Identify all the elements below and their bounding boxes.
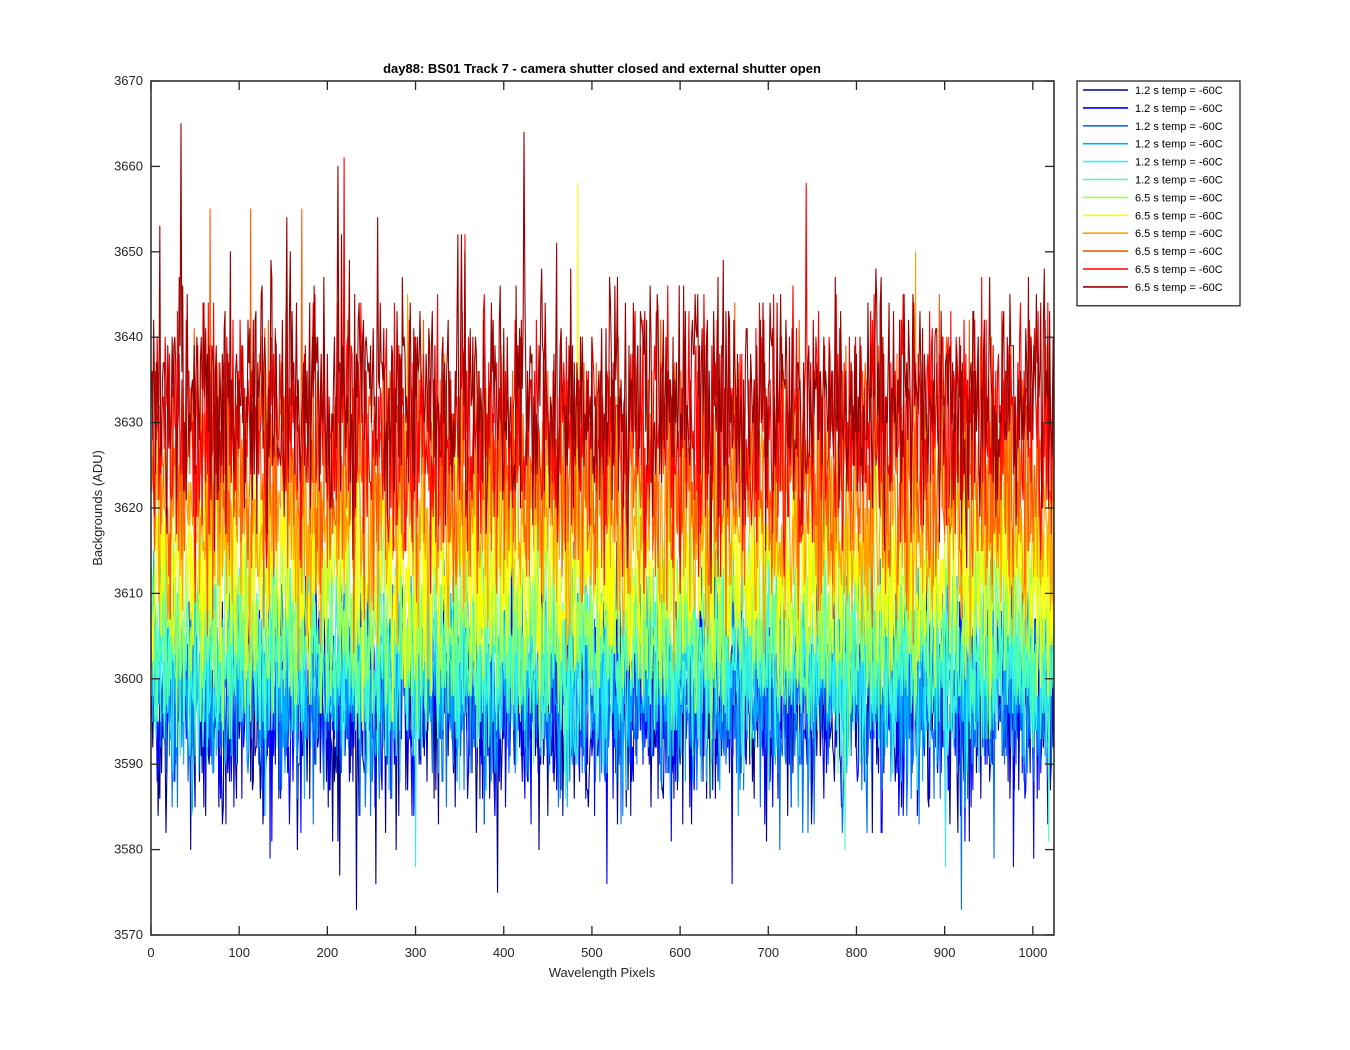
y-tick-label: 3640 xyxy=(114,329,143,344)
x-tick-label: 300 xyxy=(405,945,427,960)
legend-entry-6: 1.2 s temp = -60C xyxy=(1135,175,1223,187)
x-tick-label: 200 xyxy=(317,945,339,960)
x-tick-label: 700 xyxy=(757,945,779,960)
x-tick-label: 400 xyxy=(493,945,515,960)
series-line-8 xyxy=(151,182,1055,731)
legend-entry-5: 1.2 s temp = -60C xyxy=(1135,157,1223,169)
x-tick-label: 500 xyxy=(581,945,603,960)
y-tick-label: 3580 xyxy=(114,842,143,857)
legend-entry-7: 6.5 s temp = -60C xyxy=(1135,192,1223,204)
y-tick-label: 3610 xyxy=(114,585,143,600)
x-axis-label: Wavelength Pixels xyxy=(549,965,656,980)
y-tick-label: 3570 xyxy=(114,927,143,942)
chart-title: day88: BS01 Track 7 - camera shutter clo… xyxy=(383,61,821,76)
x-tick-label: 600 xyxy=(669,945,691,960)
legend: 1.2 s temp = -60C 1.2 s temp = -60C 1.2 s … xyxy=(1076,80,1241,307)
legend-entry-10: 6.5 s temp = -60C xyxy=(1135,246,1223,258)
y-tick-label: 3600 xyxy=(114,671,143,686)
series-line-9 xyxy=(151,251,1055,680)
legend-entry-9: 6.5 s temp = -60C xyxy=(1135,228,1223,240)
x-tick-label: 1000 xyxy=(1018,945,1047,960)
y-tick-label: 3650 xyxy=(114,244,143,259)
series-layer xyxy=(151,123,1055,910)
y-tick-label: 3620 xyxy=(114,500,143,515)
y-tick-label: 3630 xyxy=(114,415,143,430)
tick-layer: 0 100 200 300 400 500 600 700 800 900 1000 3570 3580… xyxy=(114,73,1054,960)
legend-entry-1: 1.2 s temp = -60C xyxy=(1135,85,1223,97)
y-axis-label: Backgrounds (ADU) xyxy=(90,450,105,566)
x-tick-label: 900 xyxy=(934,945,956,960)
x-tick-label: 800 xyxy=(846,945,868,960)
legend-entry-12: 6.5 s temp = -60C xyxy=(1135,282,1223,294)
y-tick-label: 3590 xyxy=(114,756,143,771)
legend-entry-8: 6.5 s temp = -60C xyxy=(1135,210,1223,222)
legend-entry-3: 1.2 s temp = -60C xyxy=(1135,121,1223,133)
x-tick-label: 100 xyxy=(228,945,250,960)
legend-entry-2: 1.2 s temp = -60C xyxy=(1135,103,1223,115)
legend-entry-11: 6.5 s temp = -60C xyxy=(1135,264,1223,276)
x-tick-label: 0 xyxy=(147,945,154,960)
legend-entry-4: 1.2 s temp = -60C xyxy=(1135,139,1223,151)
y-tick-label: 3670 xyxy=(114,73,143,88)
y-tick-label: 3660 xyxy=(114,158,143,173)
series-line-12 xyxy=(151,123,1055,594)
